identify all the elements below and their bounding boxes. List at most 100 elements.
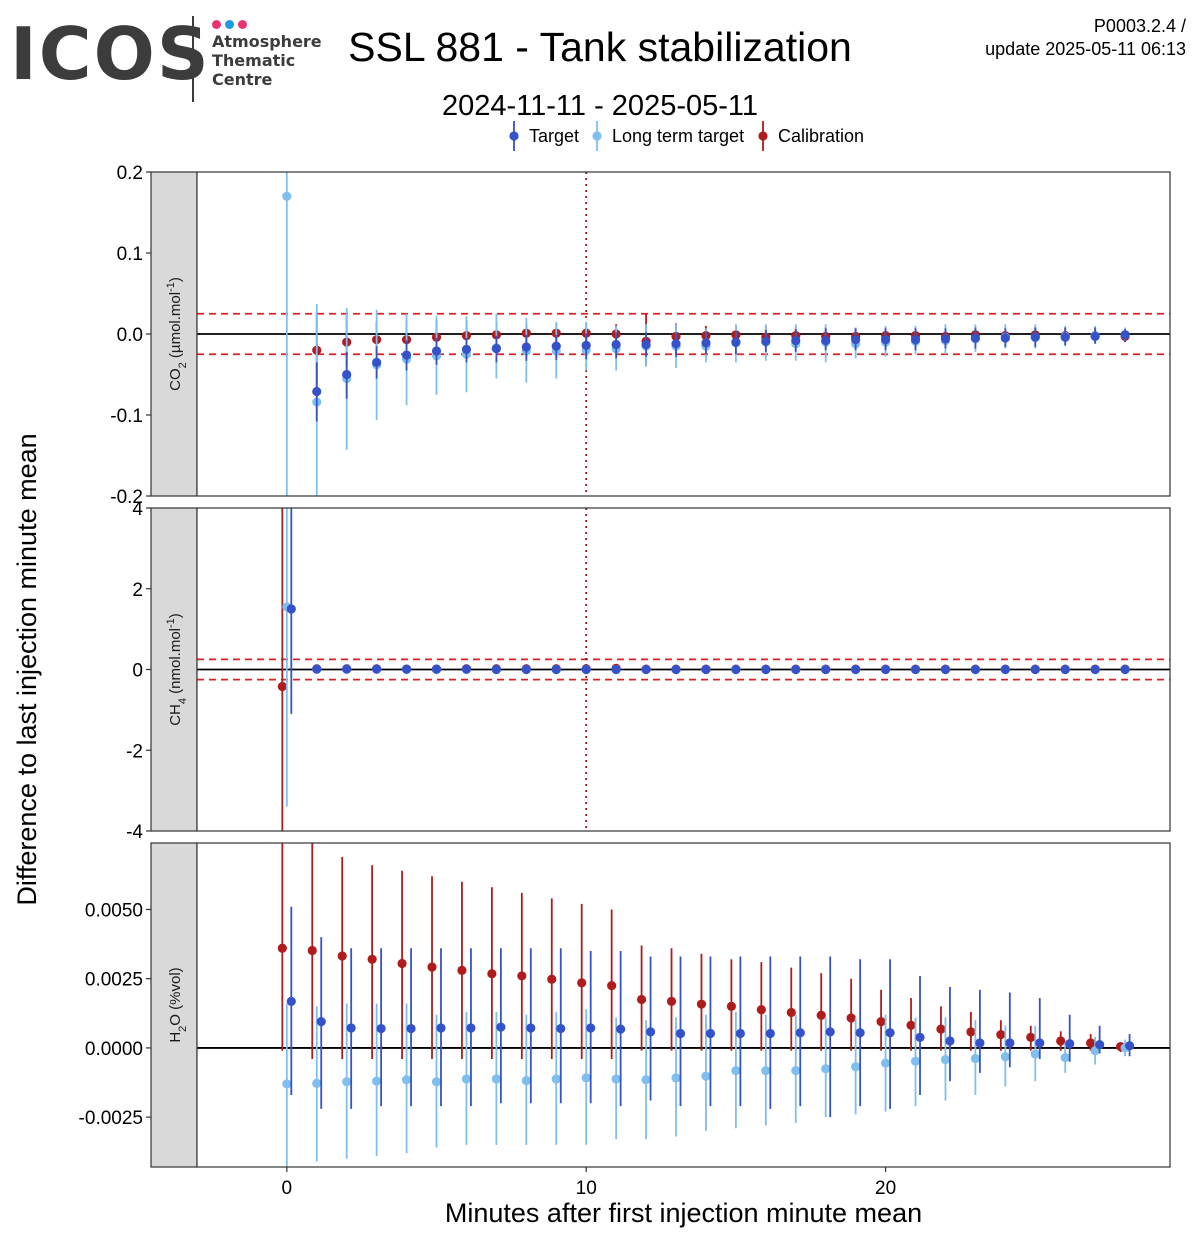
logo-sub-line-3: Centre bbox=[212, 70, 273, 89]
data-point-CH4 bbox=[1120, 664, 1130, 675]
data-point-CO2 bbox=[851, 335, 861, 345]
data-point-CO2 bbox=[910, 335, 921, 345]
logo-sub-line-1: Atmosphere bbox=[212, 32, 322, 51]
data-point-CH4 bbox=[277, 681, 287, 692]
data-point-H2O bbox=[1065, 1039, 1075, 1049]
data-point-CH4 bbox=[761, 664, 771, 675]
data-point-H2O bbox=[607, 981, 617, 991]
data-point-H2O bbox=[406, 1023, 416, 1034]
y-tick-label-CH4: -2 bbox=[126, 741, 143, 762]
data-point-CO2 bbox=[521, 342, 531, 352]
data-point-H2O bbox=[696, 999, 707, 1009]
panel-strip-H2O bbox=[150, 842, 198, 1168]
data-point-H2O bbox=[342, 1077, 352, 1087]
legend-key-point bbox=[509, 131, 519, 141]
data-point-CO2 bbox=[970, 333, 981, 343]
y-tick-label-H2O: 0.0000 bbox=[85, 1039, 143, 1060]
data-point-CH4 bbox=[551, 664, 561, 675]
version-info: P0003.2.4 / update 2025-05-11 06:13 bbox=[985, 15, 1186, 61]
data-point-H2O bbox=[1030, 1049, 1040, 1059]
data-point-CO2 bbox=[791, 335, 801, 346]
data-point-CO2 bbox=[1000, 333, 1010, 343]
data-point-H2O bbox=[940, 1054, 951, 1065]
data-point-H2O bbox=[466, 1023, 476, 1033]
data-point-H2O bbox=[551, 1074, 561, 1084]
data-point-CO2 bbox=[940, 334, 951, 344]
data-point-H2O bbox=[496, 1022, 506, 1032]
data-point-H2O bbox=[705, 1028, 716, 1039]
data-point-CO2 bbox=[1090, 331, 1100, 342]
data-point-CH4 bbox=[791, 664, 801, 675]
data-point-H2O bbox=[910, 1056, 921, 1066]
data-point-CO2 bbox=[761, 336, 771, 346]
data-point-H2O bbox=[945, 1036, 955, 1046]
data-point-H2O bbox=[855, 1028, 865, 1038]
data-point-H2O bbox=[521, 1076, 531, 1086]
data-point-CO2 bbox=[551, 341, 561, 351]
panel-strip-CH4 bbox=[150, 507, 198, 832]
data-point-H2O bbox=[307, 945, 317, 956]
data-point-CO2 bbox=[880, 335, 891, 345]
data-point-H2O bbox=[282, 1079, 292, 1089]
data-point-H2O bbox=[491, 1074, 501, 1084]
data-point-H2O bbox=[765, 1028, 775, 1039]
data-point-H2O bbox=[586, 1023, 596, 1033]
y-tick-label-H2O: 0.0050 bbox=[85, 900, 143, 921]
data-point-H2O bbox=[517, 971, 527, 981]
data-point-CO2 bbox=[701, 338, 711, 348]
data-point-CH4 bbox=[342, 664, 352, 674]
data-point-CH4 bbox=[641, 664, 651, 675]
y-tick-label-CO2: -0.2 bbox=[110, 487, 143, 508]
y-tick-label-CH4: 4 bbox=[132, 499, 143, 520]
data-point-CO2 bbox=[641, 339, 651, 350]
data-point-H2O bbox=[975, 1038, 985, 1048]
y-tick-label-H2O: -0.0025 bbox=[79, 1108, 143, 1129]
data-point-H2O bbox=[461, 1074, 472, 1084]
data-point-H2O bbox=[526, 1023, 536, 1033]
data-point-H2O bbox=[1060, 1053, 1070, 1063]
version-line-2: update 2025-05-11 06:13 bbox=[985, 39, 1186, 59]
data-point-CH4 bbox=[1060, 664, 1070, 675]
legend-label: Calibration bbox=[778, 126, 864, 146]
data-point-CH4 bbox=[701, 664, 711, 675]
data-point-CH4 bbox=[581, 664, 591, 675]
data-point-CH4 bbox=[521, 664, 531, 675]
data-point-H2O bbox=[577, 978, 587, 988]
data-point-H2O bbox=[966, 1027, 976, 1037]
y-tick-label-CH4: -4 bbox=[126, 822, 143, 843]
logo-subtitle: Atmosphere Thematic Centre bbox=[212, 32, 322, 89]
data-point-H2O bbox=[731, 1066, 741, 1076]
data-point-CO2 bbox=[821, 335, 831, 346]
data-point-CH4 bbox=[1030, 664, 1040, 675]
logo-divider bbox=[192, 16, 194, 102]
data-point-H2O bbox=[367, 954, 377, 964]
data-point-H2O bbox=[761, 1066, 771, 1076]
data-point-CH4 bbox=[1090, 664, 1100, 675]
data-point-H2O bbox=[795, 1028, 805, 1038]
data-point-H2O bbox=[915, 1032, 925, 1042]
logo-dot-3 bbox=[238, 20, 247, 29]
panel-border-CO2 bbox=[196, 171, 1171, 497]
data-point-H2O bbox=[786, 1007, 796, 1018]
chart-subtitle: 2024-11-11 - 2025-05-11 bbox=[442, 90, 758, 122]
data-point-CH4 bbox=[461, 664, 472, 674]
data-point-H2O bbox=[1124, 1041, 1135, 1051]
y-axis-title: Difference to last injection minute mean bbox=[12, 433, 42, 905]
data-point-CO2 bbox=[312, 386, 322, 397]
data-point-H2O bbox=[675, 1028, 686, 1039]
data-point-CH4 bbox=[970, 664, 981, 675]
panel-background-H2O bbox=[197, 843, 1170, 1167]
data-point-H2O bbox=[372, 1076, 382, 1086]
data-point-H2O bbox=[880, 1058, 891, 1068]
data-point-H2O bbox=[346, 1023, 356, 1033]
data-point-H2O bbox=[701, 1071, 711, 1081]
legend-label: Target bbox=[529, 126, 579, 146]
data-point-CH4 bbox=[910, 664, 921, 675]
data-point-H2O bbox=[616, 1024, 626, 1034]
data-point-H2O bbox=[645, 1027, 656, 1037]
logo-dots bbox=[212, 16, 251, 34]
data-point-CH4 bbox=[851, 664, 861, 675]
data-point-CH4 bbox=[671, 664, 681, 675]
data-point-H2O bbox=[337, 951, 347, 961]
data-point-H2O bbox=[825, 1027, 835, 1037]
